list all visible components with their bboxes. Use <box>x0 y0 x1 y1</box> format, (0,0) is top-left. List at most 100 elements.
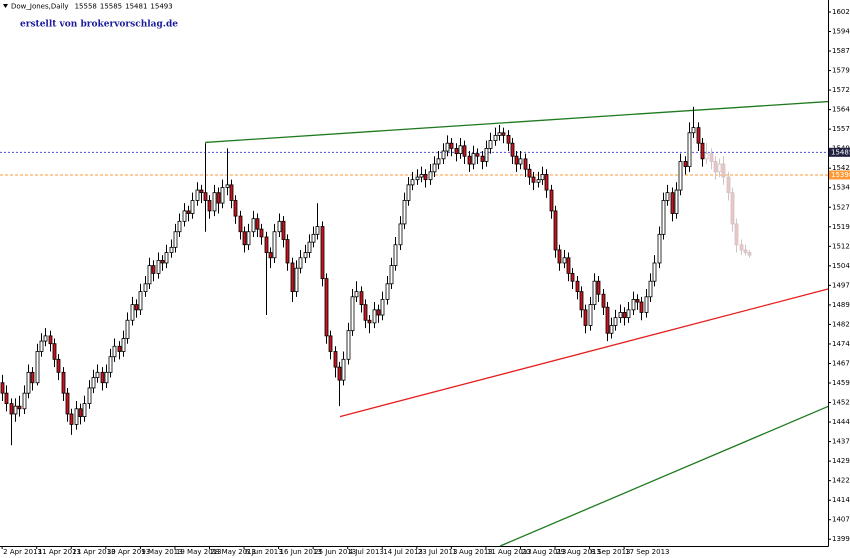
y-tick-label: 15724 <box>832 86 850 94</box>
candle-body <box>730 192 735 225</box>
candle-body <box>544 174 549 191</box>
candle-body <box>393 244 398 266</box>
header-value: 15585 <box>100 3 122 11</box>
candle-body <box>415 176 420 181</box>
candle-body <box>251 218 256 233</box>
y-tick-label: 14599 <box>832 379 850 387</box>
candle-body <box>726 176 731 194</box>
candle-body <box>22 392 27 410</box>
y-tick-label: 15349 <box>832 184 850 192</box>
candle-body <box>531 176 536 183</box>
candle-body <box>385 283 390 300</box>
candle-body <box>583 309 588 326</box>
candle-body <box>281 220 286 240</box>
candle-body <box>95 371 100 378</box>
x-tick-label: 4 Jul 2013 <box>349 548 384 556</box>
candle-body <box>562 257 567 264</box>
candle-body <box>233 200 238 217</box>
candle-body <box>683 161 688 168</box>
candle-body <box>372 309 377 324</box>
candle-body <box>704 153 709 160</box>
header-value: 15558 <box>75 3 97 11</box>
candle-body <box>52 343 57 360</box>
candle-body <box>290 262 295 293</box>
candle-body <box>657 233 662 264</box>
candle-body <box>471 153 476 165</box>
candle-body <box>112 345 117 358</box>
candle-body <box>13 405 18 415</box>
y-tick-label: 16024 <box>832 8 850 16</box>
candle-body <box>195 189 200 201</box>
price-level-label: 15398 <box>831 171 850 179</box>
candle-body <box>648 280 653 298</box>
y-tick-label: 15799 <box>832 67 850 75</box>
candle-body <box>354 291 359 298</box>
candle-body <box>220 187 225 204</box>
candle-body <box>557 249 562 264</box>
candle-body <box>328 335 333 352</box>
x-tick-label: 28 May 2013 <box>210 548 256 556</box>
candle-body <box>48 335 53 345</box>
candle-body <box>410 179 415 186</box>
candle-body <box>320 226 325 279</box>
candle-body <box>380 299 385 316</box>
candle-body <box>691 127 696 134</box>
candle-body <box>17 405 22 410</box>
candle-body <box>160 259 165 264</box>
candle-body <box>367 319 372 324</box>
candle-body <box>462 145 467 157</box>
y-tick-label: 15874 <box>832 47 850 55</box>
candle-body <box>713 161 718 173</box>
candle-body <box>121 338 126 352</box>
candle-body <box>501 132 506 136</box>
price-level-label: 15485 <box>831 148 850 156</box>
candle-body <box>670 192 675 214</box>
candle-body <box>298 257 303 269</box>
y-tick-label: 14299 <box>832 457 850 465</box>
candle-body <box>514 155 519 165</box>
x-tick-label: 11 Apr 2013 <box>38 548 81 556</box>
y-tick-label: 15649 <box>832 106 850 114</box>
y-tick-label: 14374 <box>832 438 850 446</box>
candle-body <box>570 272 575 282</box>
candle-body <box>4 392 9 404</box>
candle-body <box>156 259 161 274</box>
y-tick-label: 14974 <box>832 281 850 289</box>
y-tick-label: 15574 <box>832 125 850 133</box>
candle-body <box>423 174 428 181</box>
candle-body <box>61 371 66 394</box>
candle-body <box>626 309 631 319</box>
candle-body <box>143 283 148 293</box>
candle-body <box>480 155 485 162</box>
candle-body <box>484 148 489 162</box>
x-tick-label: 8 Sep 2013 <box>591 548 631 556</box>
x-tick-label: 14 Jul 2013 <box>383 548 423 556</box>
y-tick-label: 15049 <box>832 262 850 270</box>
candle-body <box>39 340 44 352</box>
candle-body <box>441 150 446 160</box>
candle-body <box>419 174 424 178</box>
candle-body <box>337 366 342 381</box>
candle-body <box>743 249 748 253</box>
menu-arrow[interactable] <box>3 4 8 8</box>
candle-body <box>588 304 593 326</box>
candle-body <box>497 132 502 136</box>
x-tick-label: 11 Aug 2013 <box>487 548 532 556</box>
candle-body <box>277 220 282 233</box>
candle-body <box>506 134 511 144</box>
x-tick-label: 19 May 2013 <box>176 548 222 556</box>
candle-body <box>631 299 636 311</box>
candle-body <box>203 192 208 201</box>
x-tick-label: 29 Aug 2013 <box>556 548 601 556</box>
candle-body <box>601 293 606 308</box>
candle-body <box>458 145 463 155</box>
candle-body <box>246 231 251 246</box>
candle-body <box>363 304 368 321</box>
candle-body <box>30 371 35 384</box>
x-tick-label: 17 Sep 2013 <box>625 548 669 556</box>
candle-body <box>687 132 692 168</box>
candle-body <box>91 377 96 389</box>
header-value: 15493 <box>150 3 172 11</box>
